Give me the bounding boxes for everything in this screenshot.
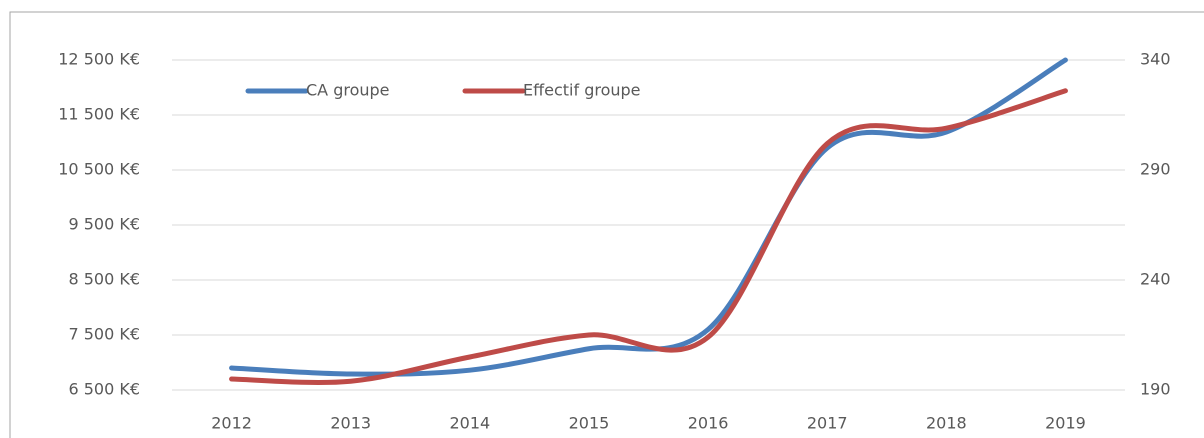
- y2-tick-label: 190: [1140, 380, 1171, 399]
- legend-label: CA groupe: [306, 81, 390, 100]
- series-line: [229, 88, 1068, 385]
- y-tick-label: 10 500 K€: [58, 160, 140, 179]
- y2-tick-label: 290: [1140, 160, 1171, 179]
- x-tick-label: 2015: [569, 414, 610, 433]
- x-tick-label: 2017: [807, 414, 848, 433]
- y-tick-label: 6 500 K€: [68, 380, 140, 399]
- x-tick-label: 2014: [449, 414, 490, 433]
- y-tick-label: 9 500 K€: [68, 215, 140, 234]
- y-tick-label: 7 500 K€: [68, 325, 140, 344]
- y-tick-label: 12 500 K€: [58, 50, 140, 69]
- legend-label: Effectif groupe: [523, 81, 641, 100]
- y-tick-label: 11 500 K€: [58, 105, 140, 124]
- x-tick-label: 2012: [211, 414, 252, 433]
- y2-tick-label: 340: [1140, 50, 1171, 69]
- y2-tick-label: 240: [1140, 270, 1171, 289]
- y-tick-label: 8 500 K€: [68, 270, 140, 289]
- x-tick-label: 2019: [1045, 414, 1086, 433]
- x-tick-label: 2018: [926, 414, 967, 433]
- x-tick-label: 2013: [330, 414, 371, 433]
- x-tick-label: 2016: [688, 414, 729, 433]
